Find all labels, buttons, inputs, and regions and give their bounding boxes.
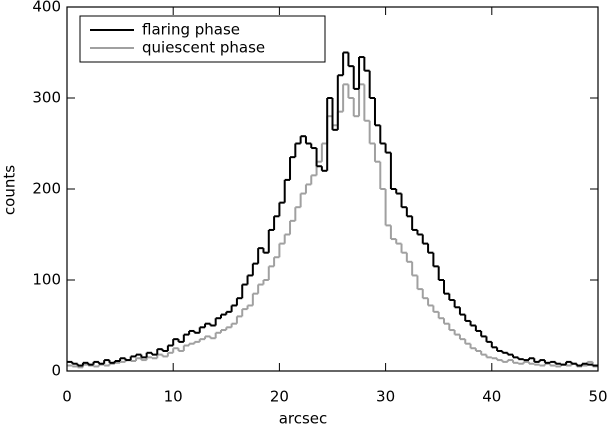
x-tick-label: 40	[482, 388, 501, 406]
x-tick-label: 30	[376, 388, 395, 406]
x-tick-label: 0	[62, 388, 72, 406]
legend-label: flaring phase	[142, 21, 240, 39]
x-axis-label: arcsec	[279, 410, 328, 427]
y-tick-label: 0	[51, 362, 61, 380]
legend-box	[79, 15, 326, 63]
y-tick-label: 100	[32, 271, 61, 289]
y-tick-label: 200	[32, 180, 61, 198]
y-tick-label: 400	[32, 0, 61, 16]
x-tick-label: 50	[588, 388, 607, 406]
x-tick-label: 10	[164, 388, 183, 406]
y-tick-label: 300	[32, 89, 61, 107]
y-axis-label: counts	[1, 165, 19, 215]
x-tick-label: 20	[270, 388, 289, 406]
step-riser	[71, 52, 594, 366]
legend-label: quiescent phase	[142, 39, 265, 57]
